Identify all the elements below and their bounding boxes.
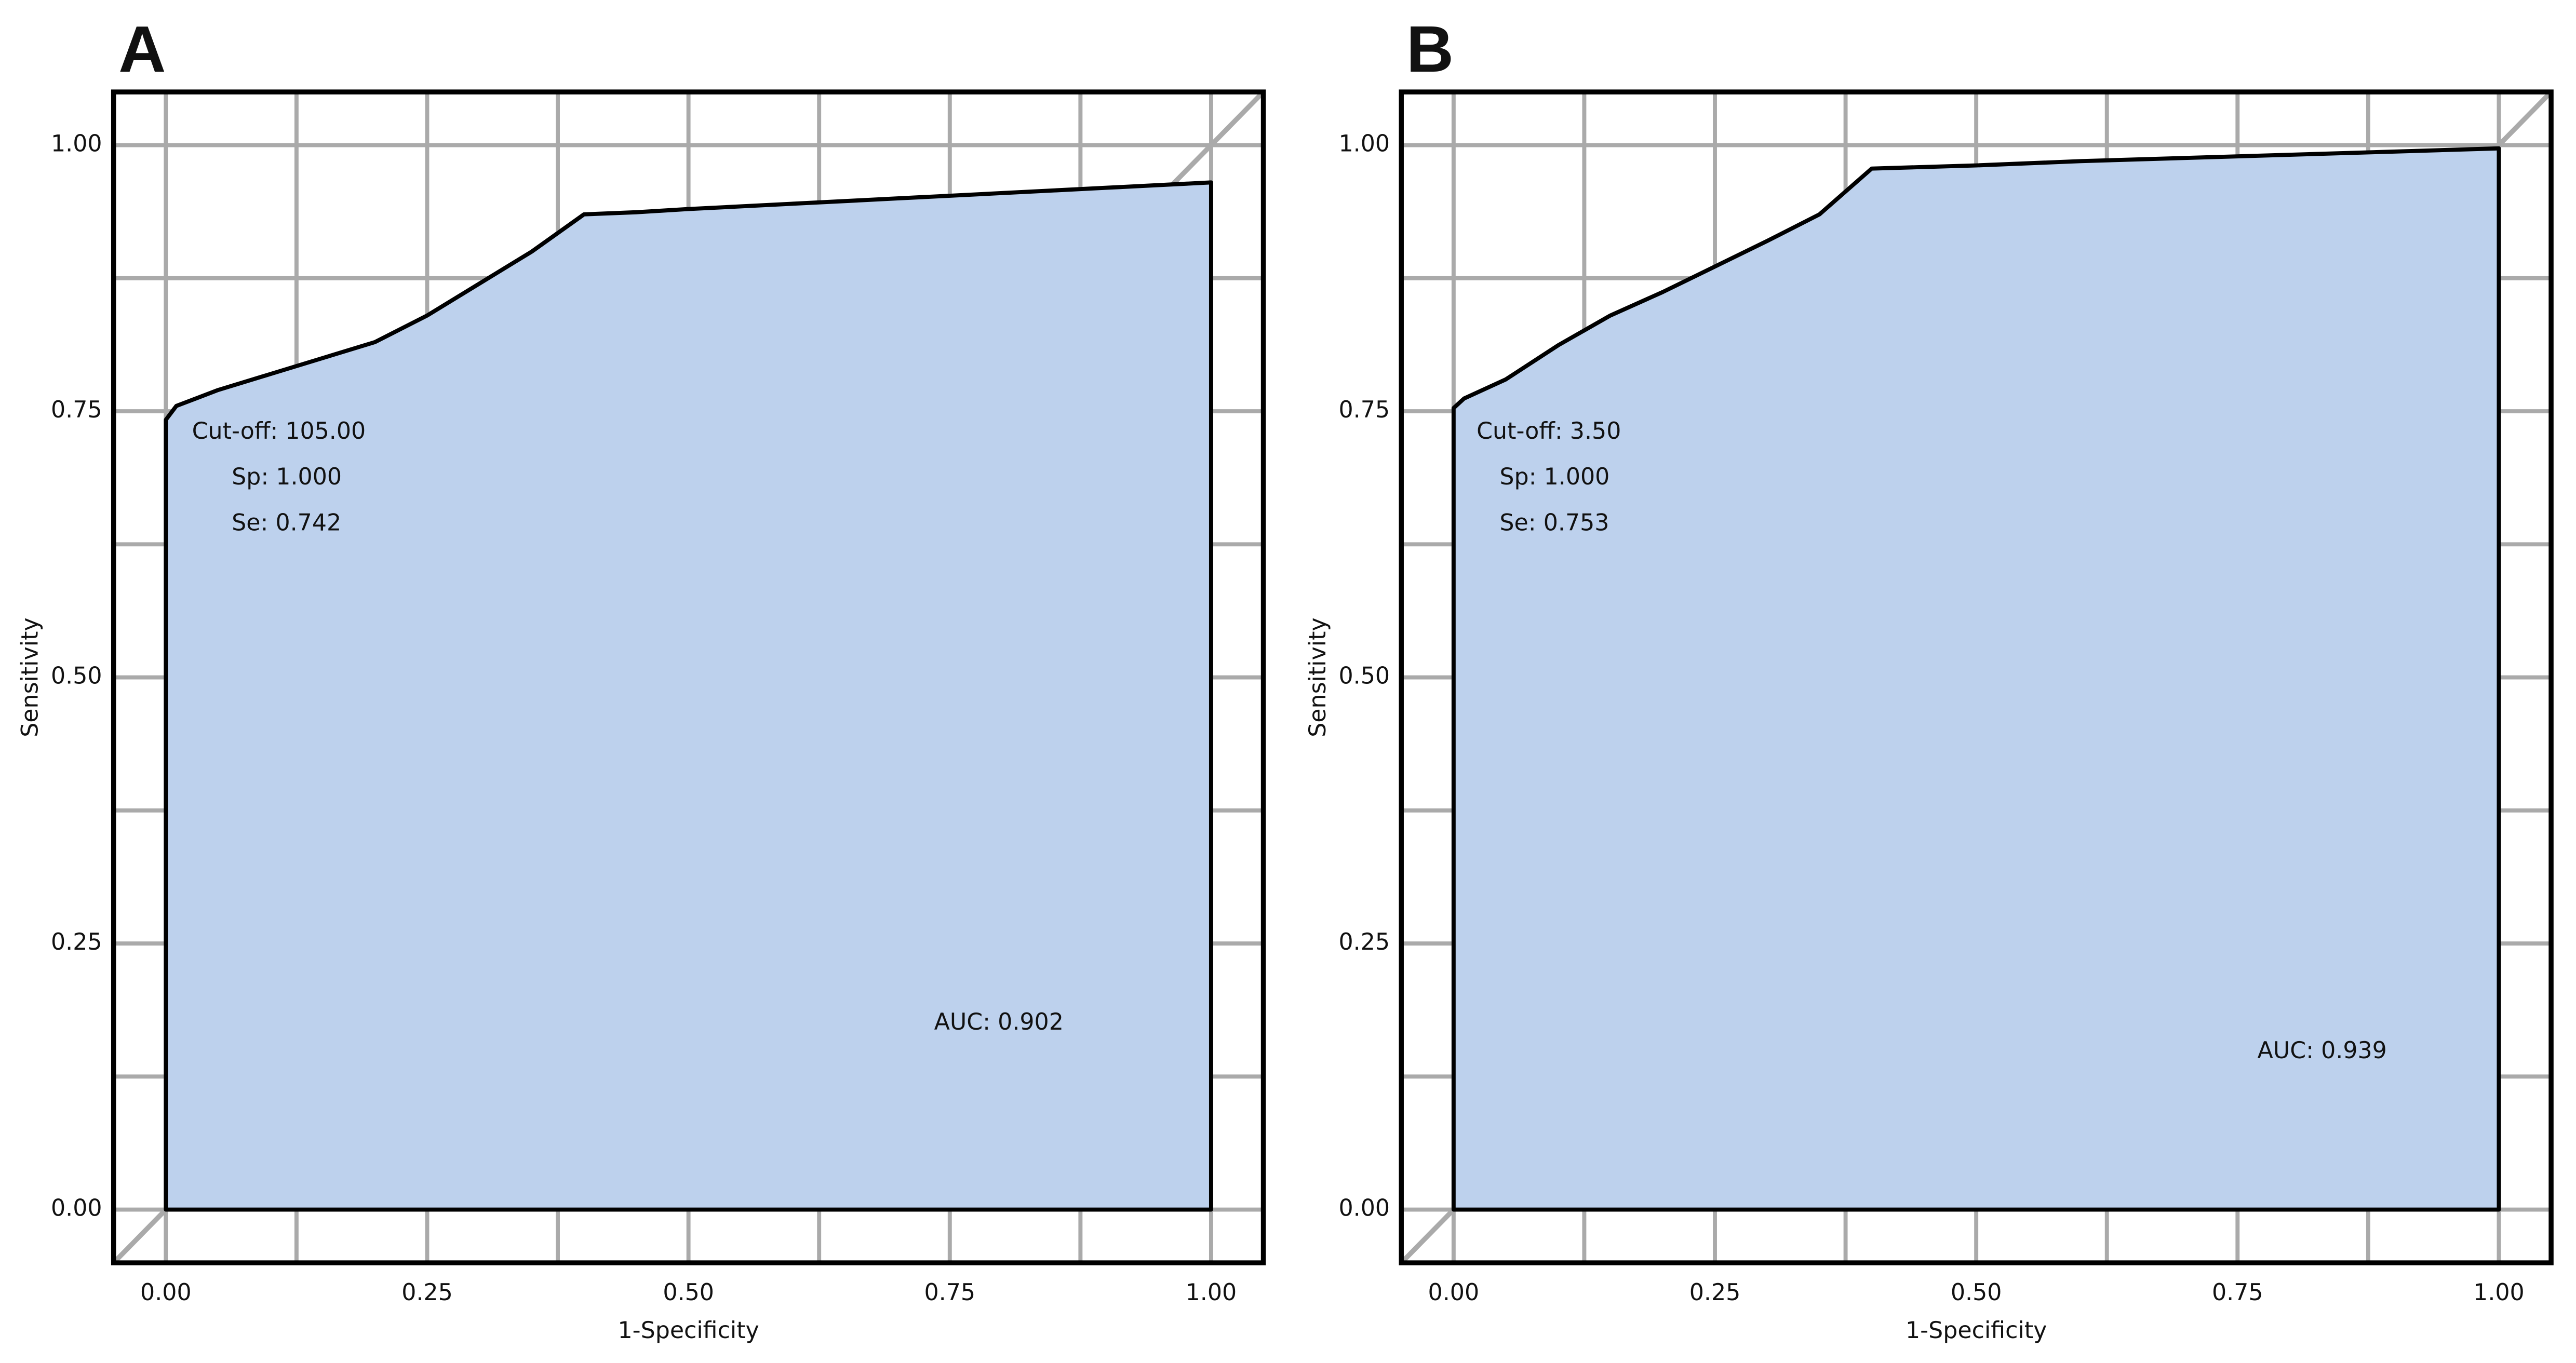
annotation: Cut-off: 105.00 [192, 418, 366, 444]
y-tick-label: 0.25 [1339, 929, 1390, 955]
y-tick-label: 1.00 [1339, 131, 1390, 157]
y-tick-label: 0.75 [1339, 397, 1390, 423]
annotation: AUC: 0.939 [2258, 1037, 2387, 1064]
x-tick-label: 1.00 [1186, 1279, 1237, 1306]
y-tick-label: 0.25 [51, 929, 102, 955]
y-tick-label: 0.75 [51, 397, 102, 423]
panel-label: A [118, 12, 166, 86]
x-tick-label: 0.50 [663, 1279, 714, 1306]
x-tick-label: 0.00 [1428, 1279, 1480, 1306]
y-tick-label: 0.00 [1339, 1195, 1390, 1222]
y-tick-label: 0.50 [51, 663, 102, 690]
y-tick-label: 0.00 [51, 1195, 102, 1222]
y-tick-label: 0.50 [1339, 663, 1390, 690]
roc-area [1451, 146, 2501, 1212]
x-tick-label: 0.25 [401, 1279, 453, 1306]
annotation: Sp: 1.000 [1499, 464, 1609, 490]
y-axis-label: Sensitivity [1305, 617, 1331, 737]
y-tick-label: 1.00 [51, 131, 102, 157]
x-tick-label: 0.75 [2212, 1279, 2263, 1306]
x-axis-label: 1-Specificity [1906, 1317, 2047, 1344]
roc-area [164, 180, 1213, 1212]
annotation: Se: 0.742 [232, 509, 341, 536]
x-axis-label: 1-Specificity [618, 1317, 759, 1344]
panel: B 0.00 0.25 0.50 0.75 1.00 0.00 0.25 0.50 0.75 1.0… [1305, 12, 2554, 1344]
annotation: Sp: 1.000 [232, 464, 342, 490]
plot-frame [1399, 89, 2554, 1265]
panel-label: B [1406, 12, 1454, 86]
x-tick-label: 1.00 [2473, 1279, 2525, 1306]
x-tick-label: 0.75 [924, 1279, 976, 1306]
annotation: AUC: 0.902 [934, 1009, 1064, 1035]
annotation: Cut-off: 3.50 [1477, 418, 1621, 444]
y-axis-label: Sensitivity [17, 617, 44, 737]
annotation: Se: 0.753 [1499, 509, 1609, 536]
panel: A 0.00 0.25 0.50 0.75 1.00 0.00 0.25 0.50 0.75 1.0… [17, 12, 1266, 1344]
x-tick-label: 0.25 [1689, 1279, 1741, 1306]
x-tick-label: 0.00 [140, 1279, 192, 1306]
plot-frame [111, 89, 1266, 1265]
x-tick-label: 0.50 [1951, 1279, 2002, 1306]
